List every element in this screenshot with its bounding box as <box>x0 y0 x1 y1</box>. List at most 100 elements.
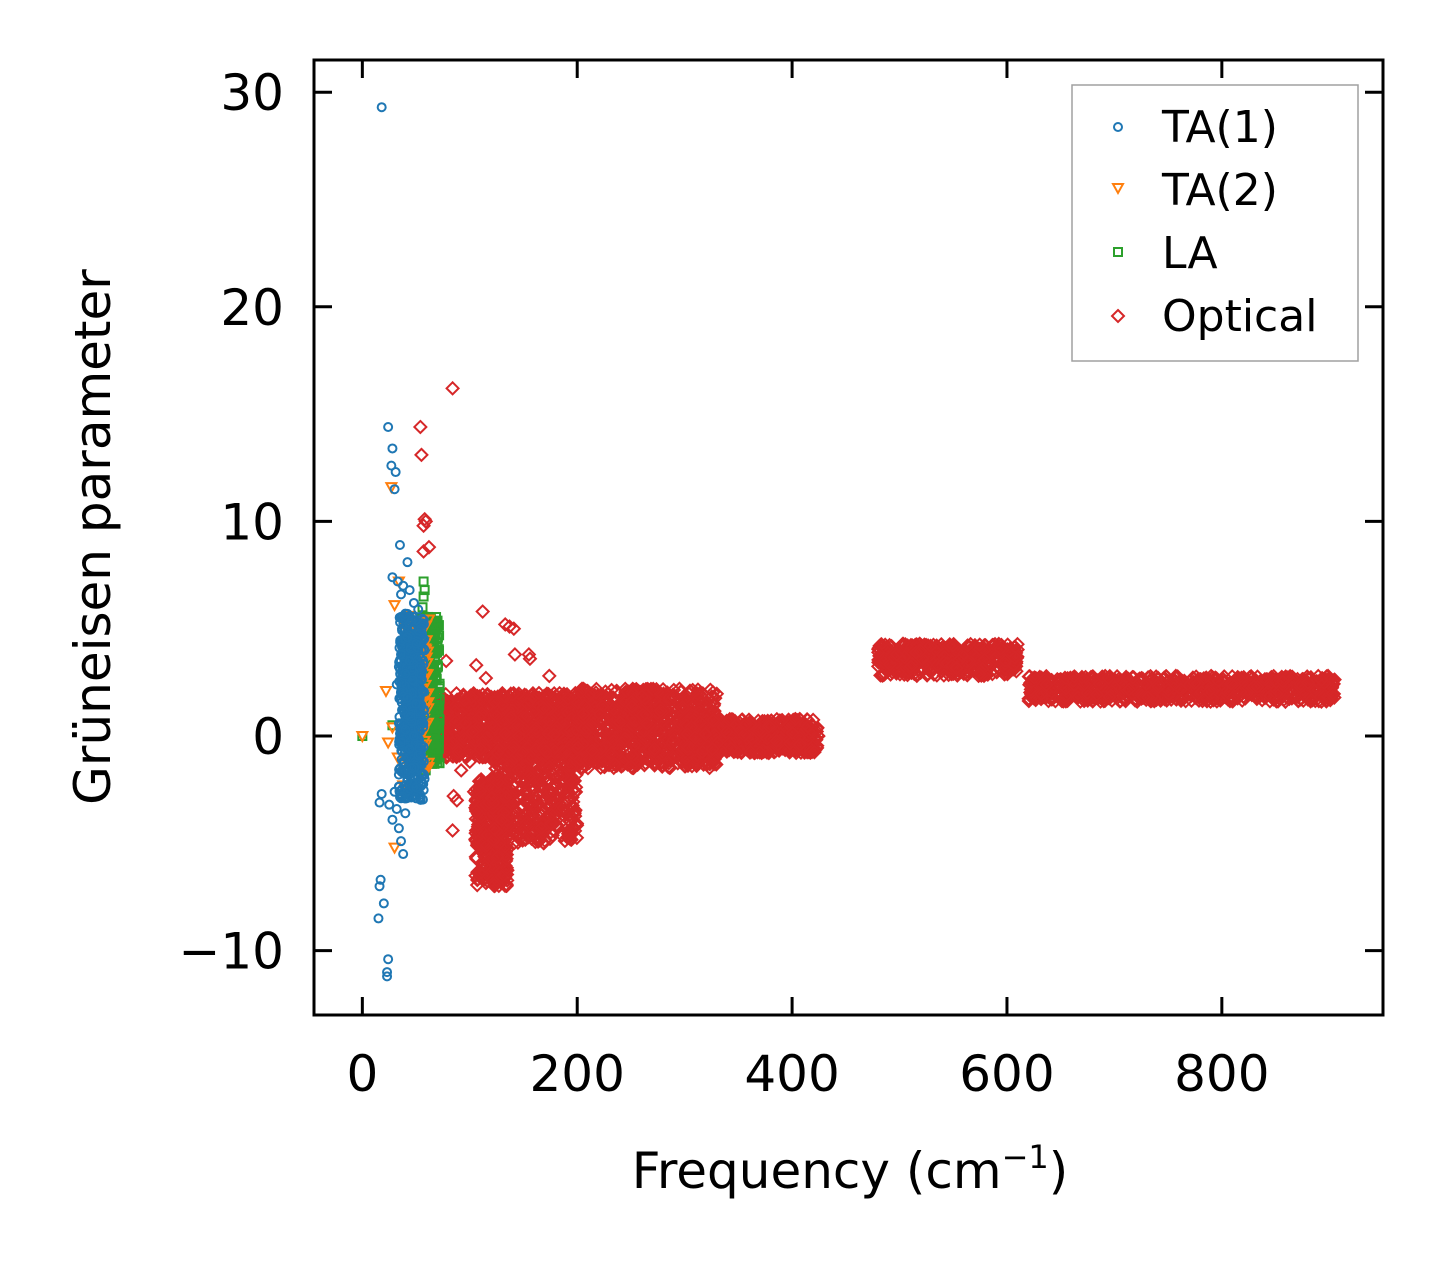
point-optical <box>486 852 501 867</box>
point-optical <box>502 771 518 787</box>
point-optical <box>634 689 650 704</box>
point-optical <box>568 784 584 800</box>
point-optical <box>529 757 544 773</box>
point-optical <box>541 712 557 728</box>
point-optical <box>487 694 502 710</box>
point-optical <box>612 714 628 730</box>
point-optical <box>513 709 529 724</box>
point-optical <box>608 704 624 720</box>
point-optical <box>503 788 519 804</box>
point-optical <box>623 759 639 775</box>
point-optical <box>661 719 677 734</box>
point-optical <box>706 698 722 713</box>
point-optical <box>633 739 649 755</box>
point-optical <box>521 768 537 784</box>
point-optical <box>536 802 552 817</box>
point-optical <box>543 753 559 769</box>
point-optical <box>489 708 505 724</box>
point-optical <box>526 697 541 713</box>
point-optical <box>564 810 580 826</box>
point-optical <box>560 826 576 842</box>
point-optical <box>447 714 463 730</box>
point-optical <box>480 867 495 883</box>
point-optical <box>542 701 558 717</box>
point-optical <box>521 786 537 802</box>
point-optical <box>512 817 528 832</box>
point-optical <box>614 735 630 751</box>
point-optical <box>625 686 641 702</box>
point-optical <box>497 726 513 741</box>
point-optical <box>659 733 675 749</box>
point-optical <box>685 682 701 698</box>
point-optical <box>643 753 659 769</box>
point-optical <box>577 698 593 714</box>
point-optical <box>627 737 642 753</box>
point-optical <box>490 774 506 790</box>
point-optical <box>494 869 509 884</box>
point-optical <box>606 701 622 717</box>
point-optical <box>545 691 561 707</box>
point-optical <box>497 878 513 893</box>
point-optical <box>508 823 524 839</box>
point-optical <box>527 825 543 841</box>
point-optical <box>538 744 554 759</box>
point-optical <box>505 687 521 702</box>
point-optical <box>471 710 487 725</box>
point-optical <box>585 716 601 732</box>
point-optical <box>493 713 509 729</box>
point-optical <box>546 686 562 701</box>
point-optical <box>449 685 464 701</box>
point-optical <box>674 684 689 699</box>
point-optical <box>595 698 610 714</box>
point-optical <box>592 706 608 722</box>
point-optical <box>516 710 532 725</box>
point-optical <box>597 752 612 768</box>
point-optical <box>535 748 550 764</box>
point-optical <box>445 735 461 751</box>
point-optical <box>604 682 620 698</box>
point-optical <box>604 745 620 761</box>
point-optical <box>642 741 658 757</box>
point-optical <box>693 695 709 711</box>
point-optical <box>593 731 608 747</box>
point-optical <box>486 832 501 848</box>
scatter-points <box>355 102 1342 982</box>
point-optical <box>440 707 455 723</box>
point-optical <box>514 823 530 839</box>
point-optical <box>450 744 466 760</box>
point-optical <box>546 727 562 742</box>
point-optical <box>595 712 611 728</box>
point-optical <box>506 739 522 755</box>
point-optical <box>519 708 535 724</box>
point-optical <box>544 807 559 823</box>
point-optical <box>525 743 541 759</box>
point-optical <box>531 685 547 701</box>
point-optical <box>567 806 582 821</box>
point-optical <box>536 740 552 756</box>
point-optical <box>571 685 586 701</box>
point-optical <box>503 709 519 725</box>
point-optical <box>479 742 494 758</box>
point-optical <box>477 858 493 874</box>
point-optical <box>573 684 589 700</box>
point-optical <box>526 811 542 827</box>
point-optical <box>637 757 652 773</box>
point-optical <box>494 849 510 865</box>
point-optical <box>473 808 489 824</box>
point-optical <box>547 770 563 786</box>
point-optical <box>588 685 604 701</box>
point-optical <box>675 699 691 715</box>
point-optical <box>627 713 643 729</box>
point-optical <box>501 758 517 774</box>
point-optical <box>570 740 586 756</box>
point-optical <box>511 728 527 744</box>
point-optical <box>540 701 556 717</box>
point-optical <box>486 821 502 837</box>
point-optical <box>494 812 510 828</box>
point-optical <box>529 724 545 740</box>
point-optical <box>558 744 574 760</box>
point-optical <box>504 753 520 769</box>
point-optical <box>538 774 554 790</box>
point-optical <box>661 755 677 771</box>
